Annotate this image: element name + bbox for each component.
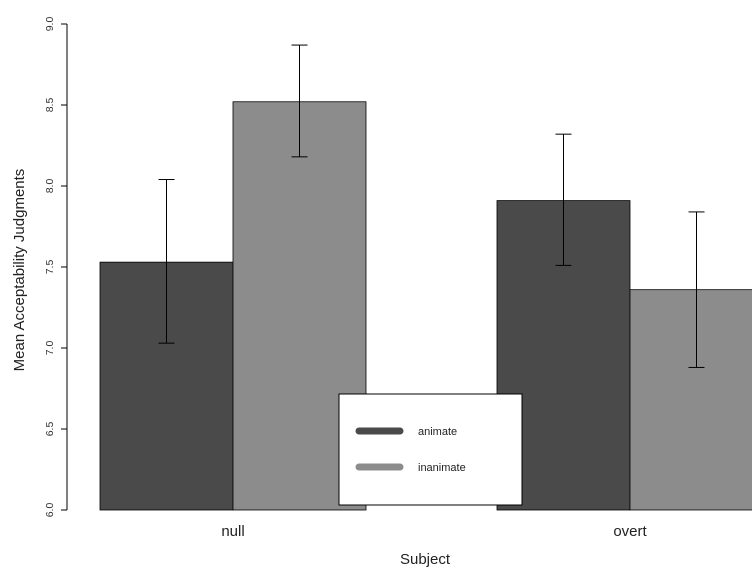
x-axis-categories: null overt — [221, 523, 647, 540]
legend-label-animate: animate — [418, 426, 457, 438]
x-axis-title: Subject — [400, 551, 451, 568]
legend: animate inanimate — [338, 393, 523, 506]
y-axis: 6.0 6.5 7.0 7.5 8.0 8.5 9.0 — [44, 17, 68, 518]
legend-box — [338, 393, 523, 506]
y-axis-title: Mean Acceptability Judgments — [11, 169, 28, 372]
legend-label-inanimate: inanimate — [418, 462, 466, 474]
x-category-label-overt: overt — [613, 523, 647, 540]
y-tick-label-8.0: 8.0 — [44, 179, 56, 194]
x-category-label-null: null — [221, 523, 244, 540]
y-tick-label-7.0: 7.0 — [44, 341, 56, 356]
y-tick-label-6.0: 6.0 — [44, 503, 56, 518]
y-tick-label-6.5: 6.5 — [44, 422, 56, 437]
error-bars-layer — [158, 44, 705, 368]
y-tick-label-8.5: 8.5 — [44, 98, 56, 113]
y-tick-label-9.0: 9.0 — [44, 17, 56, 32]
y-tick-label-7.5: 7.5 — [44, 260, 56, 275]
bar-overt-inanimate — [629, 289, 752, 511]
